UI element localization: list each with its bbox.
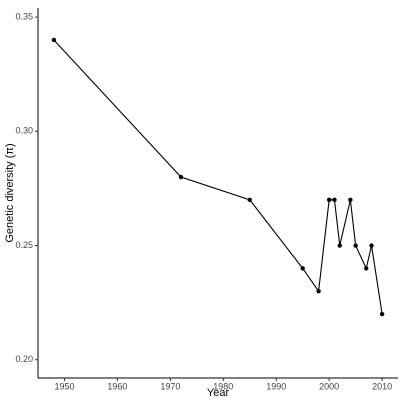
point (379, 311, 385, 317)
x-tick-label: 1960 (107, 381, 127, 391)
x-tick-label: 1980 (213, 381, 233, 391)
point (332, 197, 337, 203)
point (247, 197, 252, 203)
point (337, 243, 342, 248)
y-tick-label: 0.30 (15, 126, 33, 136)
point (300, 266, 305, 271)
point (364, 266, 369, 271)
x-axis-title: Year (207, 387, 230, 399)
point (353, 243, 358, 248)
point (51, 37, 57, 43)
y-axis-title: Genetic diversity (π) (4, 143, 16, 242)
point (348, 197, 353, 203)
y-tick-label: 0.35 (15, 12, 33, 22)
point (316, 289, 321, 294)
point (369, 243, 374, 248)
x-tick-label: 1990 (266, 381, 286, 391)
y-tick-label: 0.20 (15, 354, 33, 364)
x-tick-label: 1950 (54, 381, 74, 391)
x-tick-label: 1970 (160, 381, 180, 391)
point (326, 197, 332, 203)
point (178, 174, 184, 180)
y-tick-label: 0.25 (15, 240, 33, 250)
x-tick-label: 2000 (319, 381, 339, 391)
x-tick-label: 2010 (372, 381, 392, 391)
